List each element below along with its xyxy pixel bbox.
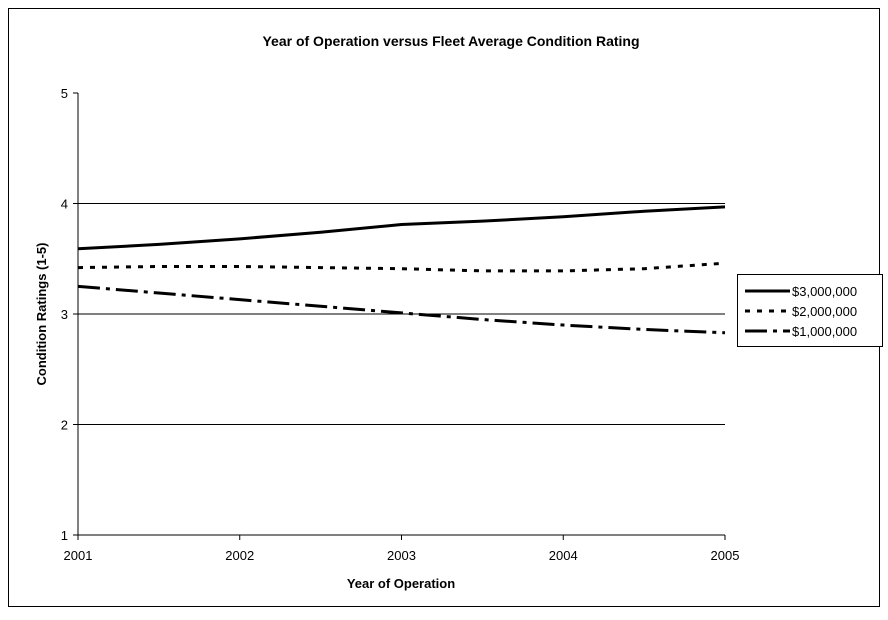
- legend-label: $3,000,000: [792, 284, 857, 299]
- legend-label: $1,000,000: [792, 324, 857, 339]
- y-tick-label: 4: [61, 197, 68, 212]
- x-tick-label: 2005: [711, 548, 740, 563]
- x-tick-label: 2004: [549, 548, 578, 563]
- legend-label: $2,000,000: [792, 304, 857, 319]
- series-line: [77, 284, 726, 335]
- x-tick-label: 2002: [225, 548, 254, 563]
- x-axis-label: Year of Operation: [347, 576, 455, 591]
- x-tick-label: 2003: [387, 548, 416, 563]
- chart-border: [8, 8, 880, 607]
- chart-title: Year of Operation versus Fleet Average C…: [262, 33, 639, 49]
- y-tick-label: 1: [61, 528, 68, 543]
- y-tick-label: 3: [61, 307, 68, 322]
- y-axis-label: Condition Ratings (1-5): [34, 243, 49, 386]
- y-tick-label: 2: [61, 418, 68, 433]
- x-tick-label: 2001: [64, 548, 93, 563]
- y-tick-label: 5: [61, 86, 68, 101]
- series-line: [77, 205, 726, 251]
